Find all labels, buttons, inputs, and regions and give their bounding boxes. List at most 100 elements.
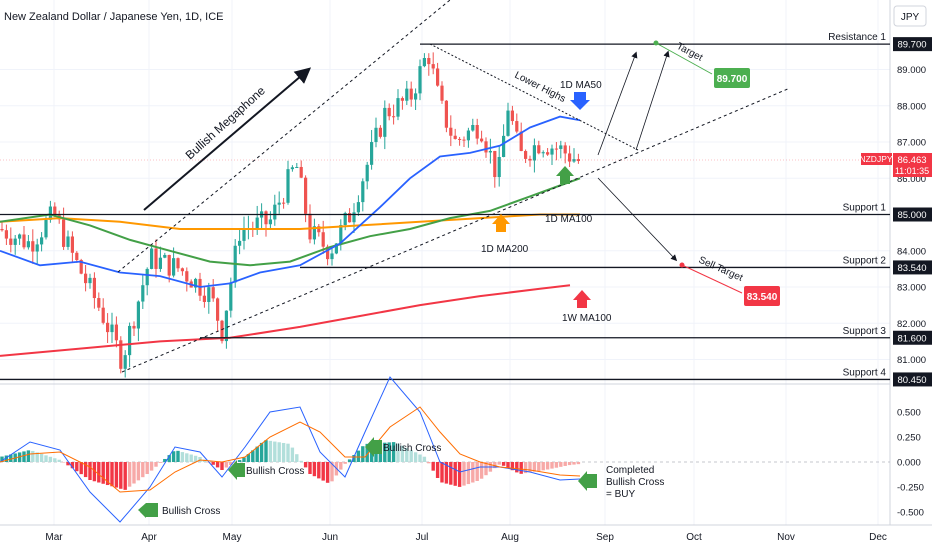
candle-body (207, 287, 211, 302)
macd-histogram-bar (563, 462, 567, 466)
macd-histogram-bar (61, 462, 66, 463)
sell-target-point[interactable] (679, 262, 685, 268)
macd-histogram-bar (427, 462, 431, 464)
macd-histogram-bar (497, 462, 501, 465)
candle-body (264, 211, 268, 225)
candle-body (471, 125, 475, 131)
currency-button[interactable] (893, 5, 927, 27)
macd-histogram-bar (554, 462, 559, 468)
macd-completed-line-2: Bullish Cross (606, 477, 664, 488)
candle-body (268, 219, 272, 225)
candle-body (431, 64, 435, 69)
candle-body (282, 202, 286, 204)
macd-histogram-bar (330, 462, 334, 482)
macd-histogram-bar (277, 442, 281, 462)
time-tick-label: Nov (777, 532, 795, 543)
macd-histogram-bar (523, 462, 528, 474)
time-tick-label: Jul (416, 532, 429, 543)
price-grid (0, 0, 890, 525)
sell-target-badge-value: 83.540 (747, 292, 778, 303)
macd-tick-label: 0.500 (897, 408, 921, 419)
macd-histogram-bar (83, 462, 88, 478)
target-badge (714, 68, 750, 88)
last-price-badge[interactable] (893, 153, 932, 177)
ma-1d-50-line (0, 115, 581, 288)
level-badge-value: 80.450 (897, 375, 926, 386)
time-tick-label: Apr (141, 532, 157, 543)
candle-body (422, 58, 426, 67)
macd-histogram-bar (92, 462, 97, 482)
macd-histogram-bar (119, 462, 123, 489)
macd-histogram-bar (281, 442, 286, 462)
macd-histogram-bar (224, 462, 229, 468)
macd-histogram-bar (444, 462, 449, 484)
candle-body (299, 166, 303, 178)
macd-histogram-bar (0, 456, 4, 462)
candle-body (339, 225, 343, 244)
macd-histogram-bar (229, 462, 233, 466)
candle-body (242, 228, 246, 241)
ma50-marker-arrow (570, 92, 590, 110)
macd-histogram-bar (79, 462, 83, 475)
macd-histogram-bar (110, 462, 114, 487)
price-tick-label: 86.000 (897, 174, 926, 185)
macd-histogram-bar (4, 455, 9, 462)
macd-histogram-bar (550, 462, 554, 469)
candle-body (484, 141, 488, 153)
macd-histogram-bar (576, 462, 581, 465)
macd-histogram-bar (88, 462, 92, 480)
candle-body (84, 273, 88, 284)
macd-histogram-bar (479, 462, 484, 479)
macd-histogram-bar (75, 462, 79, 472)
target-arrow-1 (597, 51, 638, 156)
candle-body (163, 254, 167, 258)
macd-histogram-bar (26, 450, 31, 462)
macd-histogram-bar (35, 452, 39, 462)
candle-body (356, 202, 360, 213)
candle-body (70, 236, 74, 253)
macd-tick-label: 0.000 (897, 458, 921, 469)
candle-body (321, 232, 325, 247)
macd-histogram-bar (361, 446, 365, 462)
macd-histogram-bar (114, 462, 119, 488)
macd-histogram-bar (22, 451, 26, 462)
candle-body (365, 164, 369, 182)
macd-histogram-bar (321, 462, 325, 481)
macd-histogram-bar (57, 459, 61, 462)
macd-histogram-bar (567, 462, 572, 466)
candle-body (488, 150, 492, 153)
macd-histogram-bar (215, 462, 220, 468)
macd-histogram-bar (189, 454, 193, 462)
candle-body (405, 88, 409, 101)
price-axis-pane[interactable] (890, 0, 932, 550)
candle-body (541, 152, 545, 154)
level-name: Resistance 1 (828, 32, 886, 43)
macd-histogram-bar (211, 462, 215, 465)
macd-cross-label-3: Bullish Cross (383, 443, 441, 454)
level-badges: 89.700 85.000 83.540 81.600 80.450 (893, 37, 932, 387)
macd-histogram-bar (171, 451, 176, 462)
candle-body (409, 88, 413, 100)
candle-body (554, 148, 558, 150)
macd-histogram-bar (251, 450, 255, 462)
level-name: Support 4 (843, 367, 887, 378)
macd-cross-arrow-2-head (228, 460, 237, 480)
candle-body (308, 213, 312, 240)
macd-layer (0, 376, 890, 523)
candle-body (374, 127, 378, 143)
candle-body (40, 237, 44, 245)
moving-averages-layer (0, 115, 581, 357)
macd-histogram-bar (343, 462, 347, 464)
macd-histogram-bar (422, 456, 427, 462)
target-point[interactable] (653, 40, 659, 46)
candle-body (449, 127, 453, 136)
macd-histogram-bar (449, 462, 453, 485)
ma100-label: 1D MA100 (545, 214, 593, 225)
macd-histogram-bar (413, 452, 418, 462)
macd-histogram-bar (347, 459, 352, 462)
candle-body (475, 125, 479, 139)
candle-body (559, 145, 563, 149)
candle-body (378, 127, 382, 137)
price-tick-label: 89.000 (897, 65, 926, 76)
candle-body (497, 156, 501, 178)
